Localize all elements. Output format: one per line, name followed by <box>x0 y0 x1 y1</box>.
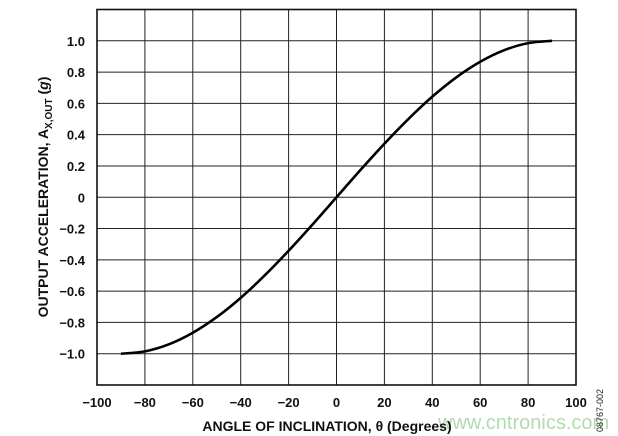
x-tick-labels: −100 −80 −60 −40 −20 0 20 40 60 80 100 <box>82 395 587 410</box>
x-axis-label: ANGLE OF INCLINATION, θ (Degrees) <box>202 418 451 434</box>
y-tick-label: 0.6 <box>67 96 85 111</box>
y-axis-label: OUTPUT ACCELERATION, AX,OUT (g) <box>35 77 55 318</box>
figure-code: 08767-002 <box>595 389 605 432</box>
x-tick-label: 20 <box>377 395 391 410</box>
x-tick-label: 0 <box>333 395 340 410</box>
y-tick-labels: −1.0 −0.8 −0.6 −0.4 −0.2 0 0.2 0.4 0.6 0.8 1.0 <box>59 34 85 362</box>
y-tick-label: 0 <box>78 190 85 205</box>
y-tick-label: −0.6 <box>59 284 85 299</box>
y-tick-label: −0.4 <box>59 253 85 268</box>
y-tick-label: −0.2 <box>59 222 85 237</box>
y-tick-label: −0.8 <box>59 315 85 330</box>
x-tick-label: −100 <box>82 395 111 410</box>
y-tick-label: 0.2 <box>67 159 85 174</box>
x-tick-label: −60 <box>182 395 204 410</box>
y-tick-label: 0.8 <box>67 65 85 80</box>
x-tick-label: 60 <box>473 395 487 410</box>
x-tick-label: −20 <box>278 395 300 410</box>
y-tick-label: 0.4 <box>67 128 86 143</box>
series-line <box>120 39 553 356</box>
y-tick-label: 1.0 <box>67 34 85 49</box>
watermark: www.cntronics.com <box>437 412 609 434</box>
plot-frame <box>96 8 577 386</box>
x-tick-label: 40 <box>425 395 439 410</box>
x-tick-label: −40 <box>230 395 252 410</box>
x-tick-label: 80 <box>521 395 535 410</box>
x-tick-label: −80 <box>134 395 156 410</box>
x-tick-label: 100 <box>565 395 587 410</box>
y-tick-label: −1.0 <box>59 347 85 362</box>
